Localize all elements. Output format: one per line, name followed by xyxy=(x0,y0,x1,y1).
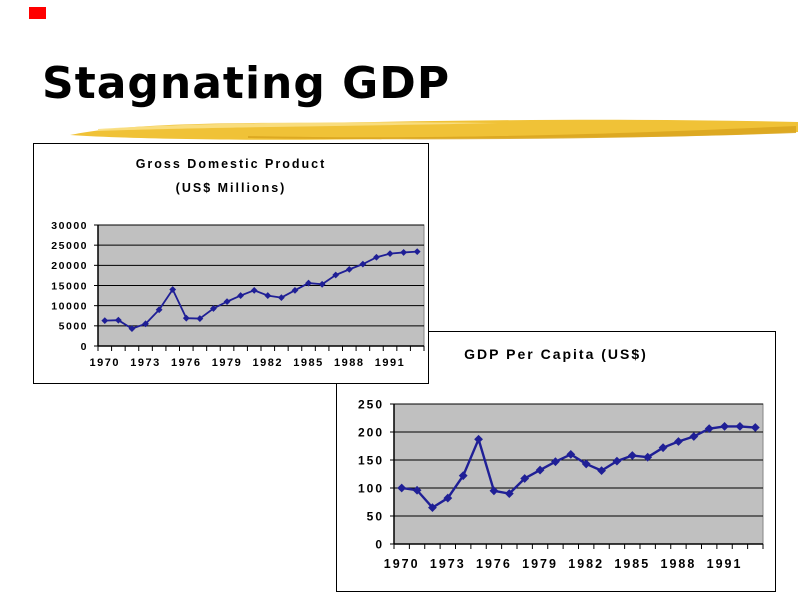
data-point-marker xyxy=(142,320,149,328)
data-point-marker xyxy=(689,432,699,441)
data-point-marker xyxy=(566,450,576,459)
data-point-marker xyxy=(291,286,299,294)
x-tick-label: 1970 xyxy=(384,557,420,571)
data-point-marker xyxy=(581,459,591,469)
accent-square xyxy=(29,7,46,19)
data-point-marker xyxy=(551,457,560,467)
brush-stroke-underline xyxy=(70,119,798,140)
data-point-marker xyxy=(474,434,483,444)
data-point-marker xyxy=(674,437,683,446)
data-point-marker xyxy=(504,489,514,498)
data-point-marker xyxy=(658,443,668,453)
data-point-marker xyxy=(101,317,109,324)
data-point-marker xyxy=(643,452,653,462)
chart-title-gdp-per-capita: GDP Per Capita (US$) xyxy=(464,346,648,362)
data-point-marker xyxy=(750,423,760,432)
data-point-marker xyxy=(332,271,340,279)
series-line xyxy=(104,250,418,330)
data-point-marker xyxy=(182,314,190,322)
brush-highlight-streak xyxy=(98,122,498,131)
chart-title-line2: (US$ Millions) xyxy=(175,181,287,195)
data-point-marker xyxy=(400,249,408,256)
data-point-marker xyxy=(520,474,530,483)
data-point-marker xyxy=(359,260,367,268)
data-point-marker xyxy=(413,248,421,256)
y-tick-label: 50 xyxy=(367,509,384,523)
data-point-marker xyxy=(223,298,231,306)
data-point-marker xyxy=(210,305,217,312)
y-tick-label: 100 xyxy=(358,481,384,495)
data-point-marker xyxy=(250,286,258,294)
data-point-marker xyxy=(318,280,326,288)
y-tick-label: 25000 xyxy=(51,240,88,252)
x-tick-label: 1982 xyxy=(568,557,604,571)
data-point-marker xyxy=(612,456,622,466)
x-tick-label: 1991 xyxy=(375,357,405,369)
data-point-marker xyxy=(428,503,437,512)
x-tick-label: 1988 xyxy=(661,557,697,571)
x-tick-label: 1979 xyxy=(212,357,242,369)
x-tick-label: 1982 xyxy=(253,357,283,369)
chart-gross-domestic-product: Gross Domestic Product (US$ Millions) 30… xyxy=(33,143,429,384)
y-tick-label: 150 xyxy=(358,453,384,467)
data-point-marker xyxy=(720,422,729,431)
y-tick-label: 10000 xyxy=(51,300,88,312)
data-point-marker xyxy=(535,465,545,475)
data-point-marker xyxy=(458,471,468,481)
y-tick-label: 30000 xyxy=(51,220,88,232)
page-title: Stagnating GDP xyxy=(42,58,451,109)
data-point-marker xyxy=(627,451,637,460)
y-tick-label: 20000 xyxy=(51,260,88,272)
x-tick-label: 1985 xyxy=(293,357,323,369)
y-tick-label: 0 xyxy=(375,537,384,551)
data-point-marker xyxy=(277,294,285,301)
data-point-marker xyxy=(443,493,453,503)
brush-shadow-streak xyxy=(248,126,796,140)
data-point-marker xyxy=(735,422,745,431)
data-point-marker xyxy=(196,315,204,322)
x-tick-label: 1991 xyxy=(707,557,743,571)
chart-title-gdp: Gross Domestic Product (US$ Millions) xyxy=(34,152,428,200)
x-tick-label: 1979 xyxy=(522,557,558,571)
data-point-marker xyxy=(155,306,163,314)
y-tick-label: 200 xyxy=(358,425,384,439)
data-point-marker xyxy=(264,292,272,299)
y-tick-label: 5000 xyxy=(59,321,88,333)
data-point-marker xyxy=(597,466,606,476)
x-tick-label: 1976 xyxy=(171,357,201,369)
data-point-marker xyxy=(237,292,245,299)
data-point-marker xyxy=(386,250,394,258)
data-point-marker xyxy=(114,316,122,324)
x-tick-label: 1970 xyxy=(90,357,120,369)
x-tick-label: 1973 xyxy=(430,557,466,571)
x-tick-label: 1976 xyxy=(476,557,512,571)
x-tick-label: 1988 xyxy=(334,357,364,369)
x-tick-label: 1973 xyxy=(130,357,160,369)
y-tick-label: 0 xyxy=(81,341,88,353)
y-tick-label: 15000 xyxy=(51,280,88,292)
chart-title-line1: Gross Domestic Product xyxy=(135,157,327,171)
y-tick-label: 250 xyxy=(358,397,384,411)
x-tick-label: 1985 xyxy=(614,557,650,571)
plot-background xyxy=(393,403,764,545)
data-point-marker xyxy=(169,286,177,293)
data-point-marker xyxy=(345,265,353,273)
data-point-marker xyxy=(128,325,136,333)
data-point-marker xyxy=(704,424,714,434)
data-point-marker xyxy=(305,279,312,287)
